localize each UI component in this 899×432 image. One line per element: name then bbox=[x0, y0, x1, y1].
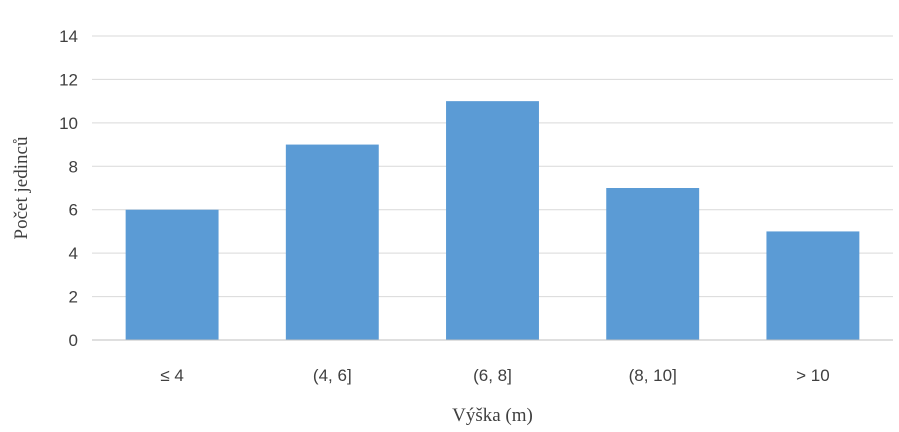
bar bbox=[766, 231, 860, 340]
y-tick-labels: 0 2 4 6 8 10 12 14 bbox=[59, 27, 78, 350]
y-tick-label: 6 bbox=[69, 201, 78, 220]
bars bbox=[125, 101, 860, 341]
y-tick-label: 4 bbox=[69, 244, 78, 263]
x-axis-title: Výška (m) bbox=[452, 405, 533, 426]
x-tick-label: ≤ 4 bbox=[160, 366, 184, 385]
x-tick-label: (6, 8] bbox=[473, 366, 512, 385]
x-tick-labels: ≤ 4 (4, 6] (6, 8] (8, 10] > 10 bbox=[160, 366, 829, 385]
y-tick-label: 8 bbox=[69, 157, 78, 176]
x-tick-label: (4, 6] bbox=[313, 366, 352, 385]
x-tick-label: > 10 bbox=[796, 366, 830, 385]
bar bbox=[606, 188, 700, 340]
bar bbox=[446, 101, 539, 341]
bar bbox=[285, 144, 379, 340]
x-tick-label: (8, 10] bbox=[629, 366, 677, 385]
y-tick-label: 10 bbox=[59, 114, 78, 133]
y-axis-title: Počet jedinců bbox=[11, 136, 32, 239]
bar bbox=[125, 209, 219, 340]
y-tick-label: 2 bbox=[69, 288, 78, 307]
y-tick-label: 12 bbox=[59, 70, 78, 89]
y-tick-label: 0 bbox=[69, 331, 78, 350]
y-tick-label: 14 bbox=[59, 27, 78, 46]
